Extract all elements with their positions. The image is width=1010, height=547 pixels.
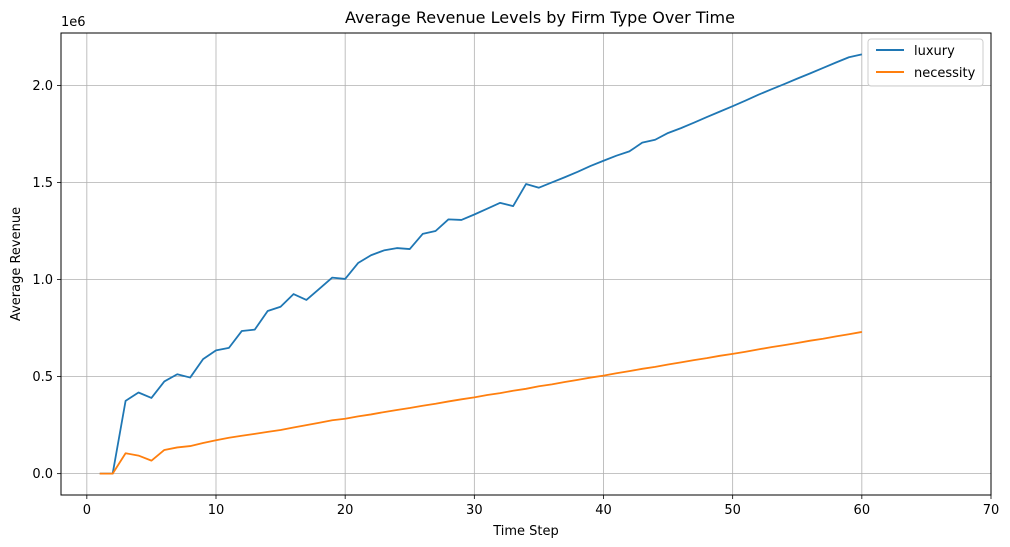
y-tick-label: 2.0 (32, 79, 53, 94)
series-layer (99, 53, 863, 475)
legend-label-luxury: luxury (914, 44, 955, 59)
plot-frame (60, 32, 992, 496)
y-scale-label: 1e6 (61, 15, 86, 30)
x-axis-ticks: 0 10 20 30 40 50 60 70 (83, 495, 1000, 518)
x-axis-label: Time Step (492, 524, 559, 539)
series-line-luxury (99, 53, 863, 475)
y-tick-label: 0.0 (32, 467, 53, 482)
y-tick-label: 1.5 (32, 176, 53, 191)
x-tick-label: 0 (83, 503, 91, 518)
x-tick-label: 10 (208, 503, 225, 518)
x-tick-label: 30 (466, 503, 483, 518)
chart-title: Average Revenue Levels by Firm Type Over… (345, 8, 735, 27)
x-tick-label: 40 (595, 503, 612, 518)
series-line-necessity (99, 331, 862, 475)
x-tick-label: 70 (983, 503, 1000, 518)
grid-lines (61, 33, 992, 495)
x-tick-label: 60 (854, 503, 871, 518)
legend-label-necessity: necessity (914, 66, 976, 81)
x-tick-label: 50 (724, 503, 741, 518)
legend: luxury necessity (867, 38, 984, 87)
y-tick-label: 0.5 (32, 370, 53, 385)
y-axis-ticks: 0.0 0.5 1.0 1.5 2.0 (32, 79, 61, 482)
y-tick-label: 1.0 (32, 273, 53, 288)
x-tick-label: 20 (337, 503, 354, 518)
y-axis-label: Average Revenue (9, 207, 24, 321)
